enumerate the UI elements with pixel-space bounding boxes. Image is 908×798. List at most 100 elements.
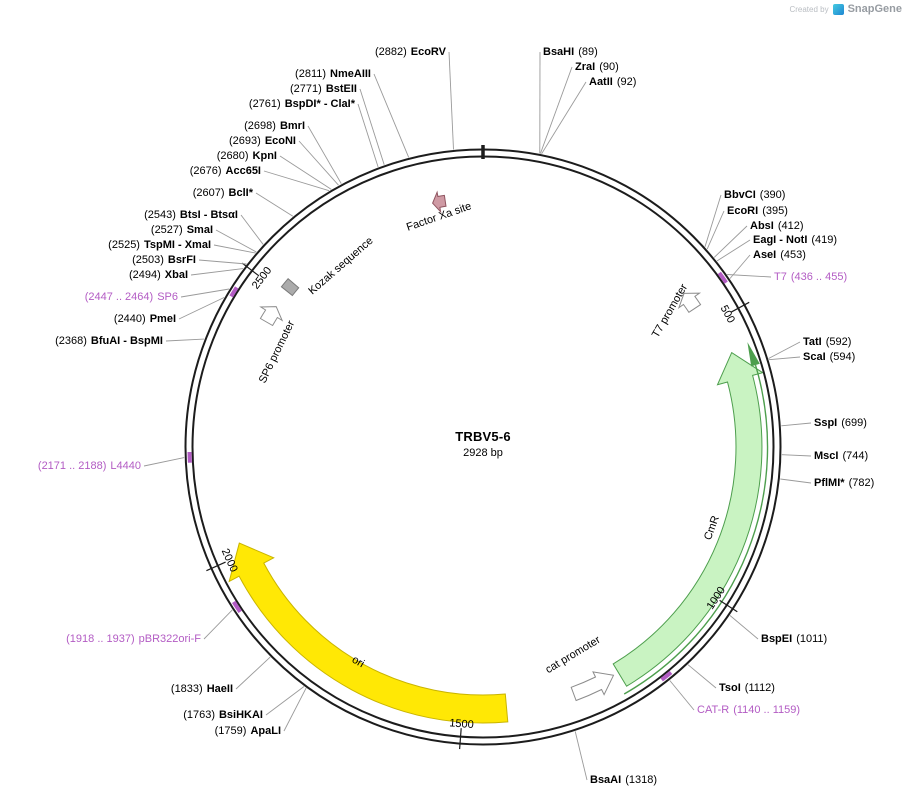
leader-line-kpni bbox=[279, 155, 332, 190]
leader-line-sp6 bbox=[180, 288, 230, 298]
leader-line-bsihkai bbox=[265, 686, 305, 716]
site-label-apali[interactable]: (1759) ApaLI bbox=[214, 725, 281, 737]
leader-line-bsaai bbox=[574, 731, 588, 781]
snapgene-watermark: Created by SnapGene bbox=[789, 3, 902, 15]
primer-label-cat-r[interactable]: CAT-R (1140 .. 1159) bbox=[697, 704, 801, 716]
scale-tick-1000 bbox=[719, 599, 738, 613]
site-label-pmei[interactable]: (2440) PmeI bbox=[113, 313, 176, 325]
site-label-zrai[interactable]: ZraI (90) bbox=[575, 61, 619, 73]
leader-line-eagi-noti bbox=[716, 239, 751, 262]
site-label-bsaai[interactable]: BsaAI (1318) bbox=[590, 774, 657, 786]
leader-line-btsi-bts-i bbox=[240, 214, 264, 245]
primer-mark-t7[interactable] bbox=[717, 271, 728, 284]
leader-line-bbvci bbox=[704, 194, 722, 247]
leader-line-msci bbox=[781, 454, 812, 457]
leader-line-tati bbox=[768, 341, 801, 359]
primer-label-l4440[interactable]: (2171 .. 2188) L4440 bbox=[37, 460, 141, 472]
leader-line-tspmi-xmai bbox=[213, 244, 256, 254]
site-label-bmri[interactable]: (2698) BmrI bbox=[244, 120, 305, 132]
site-label-absi[interactable]: AbsI (412) bbox=[750, 220, 804, 232]
leader-line-l4440 bbox=[143, 457, 185, 467]
site-label-msci[interactable]: MscI (744) bbox=[814, 450, 869, 462]
leader-line-sspi bbox=[781, 422, 812, 427]
leader-line-bspei bbox=[729, 615, 759, 640]
leader-line-pflmi bbox=[780, 478, 812, 484]
plasmid-name: TRBV5-6 bbox=[455, 429, 511, 444]
site-label-bsahi[interactable]: BsaHI (89) bbox=[543, 46, 598, 58]
site-label-ecori[interactable]: EcoRI (395) bbox=[727, 205, 788, 217]
site-label-scai[interactable]: ScaI (594) bbox=[803, 351, 856, 363]
leader-line-bsrfi bbox=[198, 259, 247, 265]
scale-tick-2000 bbox=[206, 561, 226, 572]
site-label-bspdi-clai[interactable]: (2761) BspDI* - ClaI* bbox=[248, 98, 355, 110]
leader-line-t7 bbox=[727, 274, 772, 278]
ori-feature[interactable] bbox=[228, 542, 509, 724]
site-label-kpni[interactable]: (2680) KpnI bbox=[216, 150, 277, 162]
leader-line-ecorv bbox=[448, 51, 454, 150]
site-label-btsi-bts-i[interactable]: (2543) BtsI - BtsαI bbox=[144, 209, 238, 221]
site-label-bsteii[interactable]: (2771) BstEII bbox=[290, 83, 357, 95]
scale-tick-1500 bbox=[459, 728, 462, 750]
leader-line-pbr322ori-f bbox=[203, 609, 233, 640]
site-label-bsihkai[interactable]: (1763) BsiHKAI bbox=[183, 709, 263, 721]
primer-mark-pbr322ori-f[interactable] bbox=[232, 600, 242, 614]
site-label-acc65i[interactable]: (2676) Acc65I bbox=[189, 165, 261, 177]
site-label-bcli[interactable]: (2607) BclI* bbox=[192, 187, 253, 199]
cmr-outline-feature[interactable] bbox=[623, 364, 769, 695]
leader-line-econi bbox=[298, 140, 339, 186]
leader-line-cat-r bbox=[669, 680, 695, 711]
leader-line-smai bbox=[215, 229, 257, 253]
site-label-bspei[interactable]: BspEI (1011) bbox=[761, 633, 828, 645]
scale-tick-2500 bbox=[241, 262, 260, 277]
site-label-sspi[interactable]: SspI (699) bbox=[814, 417, 867, 429]
primer-label-pbr322ori-f[interactable]: (1918 .. 1937) pBR322ori-F bbox=[66, 633, 201, 645]
site-label-eagi-noti[interactable]: EagI - NotI (419) bbox=[753, 234, 838, 246]
leader-line-xbai bbox=[190, 268, 244, 276]
site-label-econi[interactable]: (2693) EcoNI bbox=[229, 135, 296, 147]
leader-line-scai bbox=[768, 356, 801, 361]
created-by-text: Created by bbox=[789, 4, 829, 14]
site-label-bfuai-bspmi[interactable]: (2368) BfuAI - BspMI bbox=[55, 335, 163, 347]
leader-line-bspdi-clai bbox=[357, 103, 379, 168]
leader-line-absi bbox=[713, 225, 748, 258]
leader-line-bsteii bbox=[359, 88, 385, 165]
site-label-bbvci[interactable]: BbvCI (390) bbox=[724, 189, 786, 201]
primer-label-t7[interactable]: T7 (436 .. 455) bbox=[774, 271, 848, 283]
leader-line-bcli bbox=[255, 192, 294, 217]
cmr-feature[interactable] bbox=[612, 351, 764, 687]
primer-label-sp6[interactable]: (2447 .. 2464) SP6 bbox=[84, 291, 178, 303]
leader-line-apali bbox=[283, 687, 307, 732]
sp6-promoter-feature[interactable] bbox=[259, 306, 284, 327]
leader-line-bmri bbox=[307, 125, 342, 184]
leader-line-pmei bbox=[178, 297, 225, 320]
scale-tick-500 bbox=[730, 301, 750, 313]
site-label-bsrfi[interactable]: (2503) BsrFI bbox=[132, 254, 196, 266]
scale-label-1500: 1500 bbox=[449, 717, 474, 731]
leader-line-zrai bbox=[539, 66, 573, 154]
site-label-aatii[interactable]: AatII (92) bbox=[589, 76, 637, 88]
factor-xa-feature[interactable] bbox=[432, 190, 447, 214]
site-label-tati[interactable]: TatI (592) bbox=[803, 336, 852, 348]
site-label-tsoi[interactable]: TsoI (1112) bbox=[719, 682, 775, 694]
site-label-tspmi-xmai[interactable]: (2525) TspMI - XmaI bbox=[108, 239, 211, 251]
site-label-asei[interactable]: AseI (453) bbox=[753, 249, 806, 261]
leader-line-haeii bbox=[235, 656, 271, 690]
leader-line-tsoi bbox=[687, 664, 717, 689]
leader-line-aatii bbox=[541, 81, 587, 155]
plasmid-length: 2928 bp bbox=[463, 447, 503, 459]
kozak-feature[interactable] bbox=[280, 277, 300, 297]
primer-mark-cat-r[interactable] bbox=[660, 670, 673, 682]
primer-mark-sp6[interactable] bbox=[229, 286, 239, 298]
t7-promoter-feature[interactable] bbox=[677, 292, 702, 313]
snapgene-logo-icon bbox=[832, 3, 844, 15]
site-label-smai[interactable]: (2527) SmaI bbox=[150, 224, 213, 236]
snapgene-brand-text: SnapGene bbox=[847, 3, 902, 15]
site-label-haeii[interactable]: (1833) HaeII bbox=[170, 683, 233, 695]
site-label-xbai[interactable]: (2494) XbaI bbox=[128, 269, 188, 281]
site-label-ecorv[interactable]: (2882) EcoRV bbox=[374, 46, 446, 58]
site-label-nmeaiii[interactable]: (2811) NmeAIII bbox=[295, 68, 371, 80]
cat-promoter-feature[interactable] bbox=[570, 671, 615, 702]
site-label-pflmi[interactable]: PflMI* (782) bbox=[814, 477, 875, 489]
